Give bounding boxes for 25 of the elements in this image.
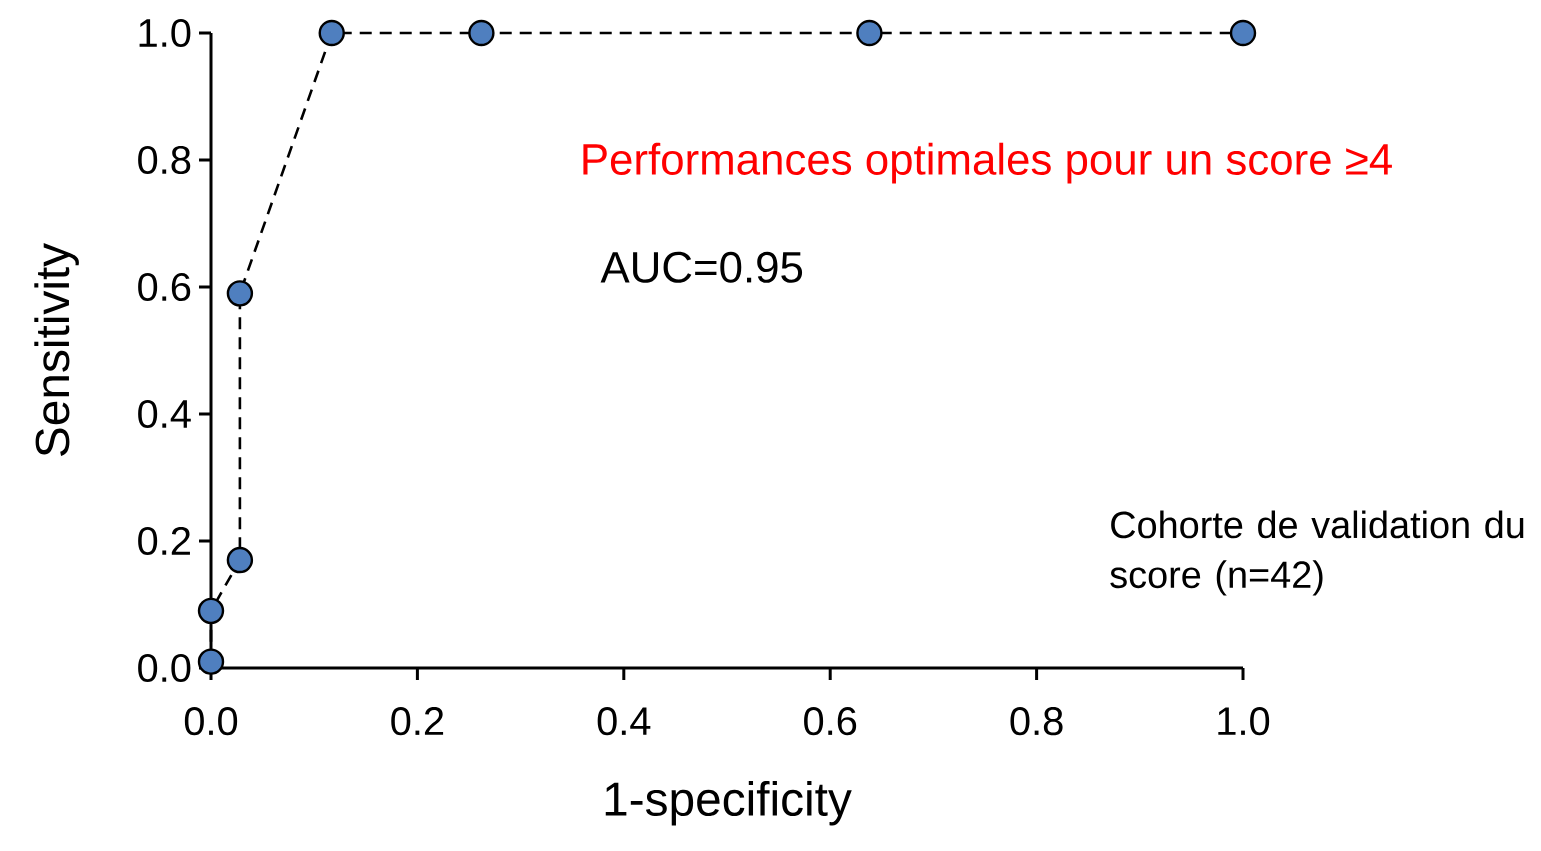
annotation: AUC=0.95 bbox=[600, 251, 803, 283]
x-tick-label: 0.8 bbox=[1010, 707, 1063, 736]
y-tick-label: 0.4 bbox=[138, 399, 191, 429]
y-tick-label: 0.6 bbox=[138, 272, 191, 302]
point bbox=[197, 597, 225, 625]
x-axis-title: 1-specificity bbox=[605, 780, 852, 826]
point bbox=[856, 19, 883, 47]
x-tick-label: 0.2 bbox=[391, 707, 444, 736]
x-tick-label: 0.6 bbox=[804, 707, 857, 736]
annotation: Cohorte de validation du score (n=42) bbox=[1110, 510, 1524, 596]
y-tick-label: 0.0 bbox=[138, 653, 191, 683]
point bbox=[468, 19, 495, 47]
point bbox=[226, 546, 254, 574]
point bbox=[226, 280, 254, 307]
x-tick-label: 0.0 bbox=[184, 707, 238, 736]
y-axis-title: Sensitivity bbox=[34, 242, 79, 456]
y-tick-label: 0.8 bbox=[138, 145, 191, 175]
point bbox=[318, 19, 345, 47]
annotation: Performances optimales pour un score ≥4 bbox=[583, 142, 1392, 184]
point bbox=[1229, 19, 1257, 47]
y-tick-label: 0.2 bbox=[138, 526, 190, 556]
x-tick-label: 1.0 bbox=[1218, 707, 1270, 736]
x-tick-label: 0.4 bbox=[597, 707, 651, 736]
point bbox=[197, 648, 225, 675]
y-tick-label: 1.0 bbox=[139, 18, 191, 48]
